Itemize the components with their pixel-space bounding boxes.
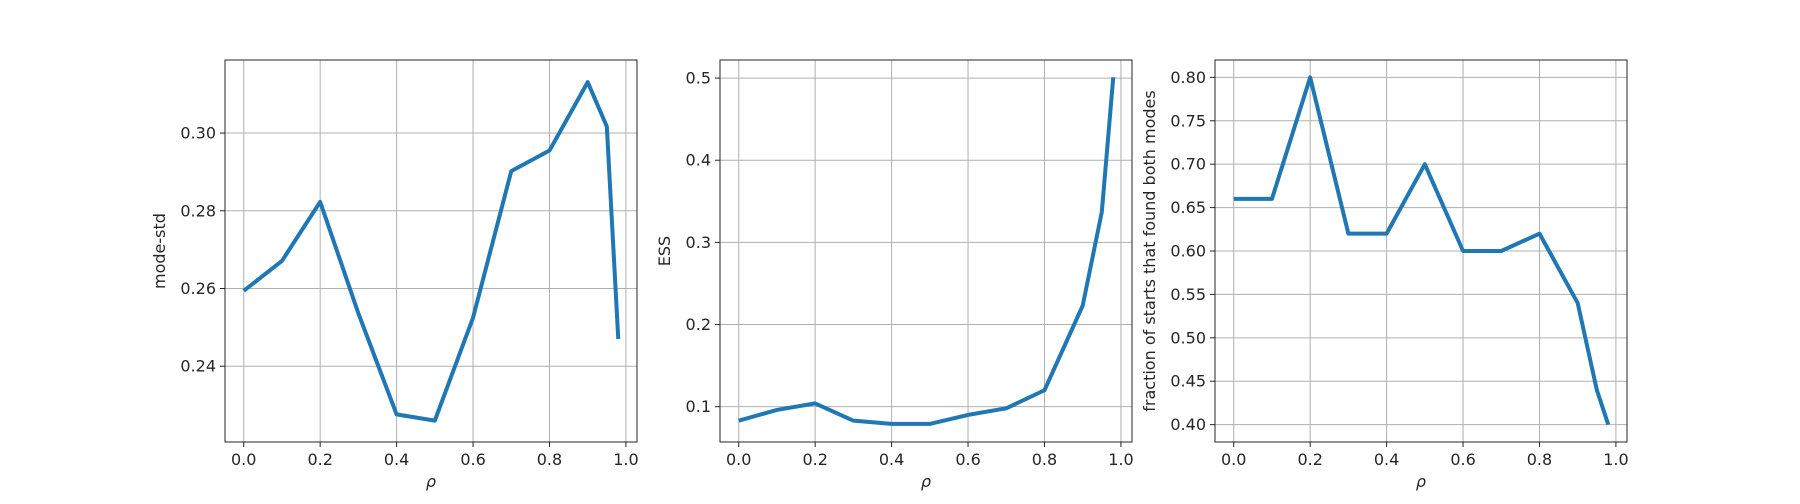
x-tick-label: 1.0 <box>1603 450 1628 469</box>
series-line-mode-std <box>242 80 621 423</box>
x-tick-label: 0.8 <box>1032 450 1057 469</box>
y-tick-label: 0.28 <box>180 201 216 220</box>
y-tick-label: 0.45 <box>1170 372 1206 391</box>
chart-panel-ess: 0.0 0.2 0.4 0.6 0.8 1.0 0.1 0.2 0.3 0.4 0.5 ρ ESS <box>655 59 1134 491</box>
chart-panel-mode-std: 0.0 0.2 0.4 0.6 0.8 1.0 0.24 0.26 0.28 0.30 ρ mode-… <box>150 59 639 491</box>
x-tick-label: 0.8 <box>1527 450 1552 469</box>
x-axis-label: ρ <box>426 472 436 491</box>
plot-frame <box>224 59 638 443</box>
y-tick-label: 0.75 <box>1170 111 1206 130</box>
y-tick-label: 0.40 <box>1170 415 1206 434</box>
x-tick-label: 0.8 <box>537 450 562 469</box>
y-tick-label: 0.2 <box>686 315 711 334</box>
y-tick-label: 0.5 <box>686 69 711 88</box>
plot-frame <box>719 59 1133 443</box>
x-tick-label: 0.4 <box>879 450 904 469</box>
x-tick-label: 0.6 <box>460 450 485 469</box>
y-axis-label: fraction of starts that found both modes <box>1140 90 1159 411</box>
y-tick-label: 0.4 <box>686 151 711 170</box>
x-tick-label: 0.0 <box>1221 450 1246 469</box>
y-axis-label: mode-std <box>150 213 169 289</box>
x-tick-label: 0.6 <box>1450 450 1475 469</box>
y-tick-label: 0.55 <box>1170 285 1206 304</box>
y-tick-label: 0.70 <box>1170 155 1206 174</box>
series-line-fraction-both-modes <box>1233 75 1611 426</box>
chart-panel-fraction-both-modes: 0.0 0.2 0.4 0.6 0.8 1.0 0.40 0.45 0.50 0.55 0.60 0.… <box>1140 59 1629 491</box>
x-axis-label: ρ <box>1416 472 1426 491</box>
y-tick-label: 0.80 <box>1170 68 1206 87</box>
y-tick-label: 0.3 <box>686 233 711 252</box>
y-tick-label: 0.30 <box>180 124 216 143</box>
y-tick-label: 0.24 <box>180 357 216 376</box>
x-axis-label: ρ <box>921 472 931 491</box>
y-axis-label: ESS <box>655 236 674 266</box>
x-tick-label: 0.0 <box>231 450 256 469</box>
x-tick-label: 0.2 <box>1297 450 1322 469</box>
y-tick-label: 0.26 <box>180 279 216 298</box>
y-tick-label: 0.50 <box>1170 328 1206 347</box>
x-tick-label: 1.0 <box>1108 450 1133 469</box>
x-tick-label: 0.2 <box>802 450 827 469</box>
x-tick-label: 1.0 <box>613 450 638 469</box>
series-line-ess <box>738 77 1116 426</box>
y-tick-label: 0.65 <box>1170 198 1206 217</box>
x-tick-label: 0.4 <box>1374 450 1399 469</box>
x-tick-label: 0.4 <box>384 450 409 469</box>
y-tick-label: 0.1 <box>686 397 711 416</box>
y-tick-label: 0.60 <box>1170 242 1206 261</box>
x-tick-label: 0.2 <box>307 450 332 469</box>
x-tick-label: 0.0 <box>726 450 751 469</box>
x-tick-label: 0.6 <box>955 450 980 469</box>
